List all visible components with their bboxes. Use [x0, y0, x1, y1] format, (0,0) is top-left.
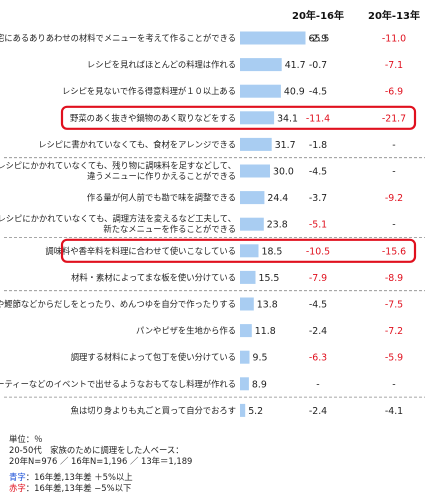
diff-20-13: -7.5 [385, 300, 403, 311]
bar [240, 377, 249, 391]
footer-notes: 単位：％ 20-50代 家族のために調理をした人ベース： 20年N=976 ／ … [9, 434, 192, 494]
diff-20-13: -5.9 [385, 353, 403, 364]
bar [240, 137, 272, 151]
bar [240, 84, 281, 98]
sample-size-note: 20年N=976 ／ 16年N=1,196 ／ 13年＝1,189 [9, 456, 193, 467]
legend-red-text: ：16年差,13年差 −5%以下 [25, 482, 132, 493]
diff-20-16: -4.5 [309, 300, 327, 311]
row-label: 調理する材料によって包丁を使い分けている [71, 352, 236, 362]
bar [240, 217, 264, 231]
diff-20-16: -4.5 [309, 167, 327, 178]
diff-20-16: -11.4 [306, 113, 330, 124]
bar [240, 403, 246, 417]
row-label: パンやピザを生地から作る [136, 326, 236, 336]
value-label: 65.5 [309, 34, 330, 45]
row-label: レシピにかかれていなくても、残り物に調味料を足すなどして、 [0, 161, 236, 171]
chart-svg: 20年-16年 20年-13年 自宅にあるありあわせの材料でメニューを考えて作る… [0, 9, 425, 417]
row-label: 調味料や香辛料を料理に合わせて使いこなしている [45, 246, 236, 256]
row-label: 野菜のあく抜きや鍋物のあく取りなどをする [70, 113, 236, 123]
diff-20-13: - [392, 220, 395, 231]
row-label: ホームパーティーなどのイベントで出せるようなおもてなし料理が作れる [0, 379, 236, 389]
row-label: 魚は切り身よりも丸ごと買って自分でおろす [71, 405, 236, 415]
value-label: 40.9 [284, 87, 305, 98]
row-label: 違うメニューに作りかえることができる [87, 171, 236, 181]
value-label: 18.5 [262, 246, 283, 257]
value-label: 9.5 [253, 353, 268, 364]
diff-20-16: -5.1 [309, 220, 327, 231]
row-label: レシピを見ればほとんどの料理は作れる [87, 60, 236, 70]
legend-blue-text: ：16年差,13年差 ＋5%以上 [25, 471, 133, 482]
value-label: 41.7 [285, 60, 306, 71]
row-label: 新たなメニューを作ることができる [103, 224, 236, 234]
diff-20-16: -2.4 [309, 326, 327, 337]
diff-20-13: -6.9 [385, 87, 403, 98]
diff-20-13: -15.6 [382, 246, 406, 257]
diff-20-16: -7.9 [309, 273, 327, 284]
legend-blue-key: 青字 [9, 471, 26, 482]
diff-20-13: -7.2 [385, 326, 403, 337]
legend-red-key: 赤字 [9, 482, 26, 493]
bar [240, 111, 275, 125]
bar [240, 191, 265, 205]
bar [240, 244, 259, 258]
bar [240, 270, 256, 284]
unit-note: 単位：％ [9, 434, 43, 444]
bar [240, 350, 250, 364]
column-header-20-13: 20年-13年 [368, 9, 420, 22]
diff-20-13: - [392, 167, 395, 178]
diff-20-13: -4.1 [385, 406, 403, 417]
diff-20-13: -11.0 [382, 34, 406, 45]
diff-20-13: -8.9 [385, 273, 403, 284]
row-label: 材料・素材によってまな板を使い分けている [71, 272, 236, 282]
bar [240, 324, 252, 338]
diff-20-16: -1.8 [309, 140, 327, 151]
diff-20-13: -21.7 [382, 113, 406, 124]
value-label: 24.4 [267, 193, 288, 204]
value-label: 5.2 [248, 406, 263, 417]
row-label: 自宅にあるありあわせの材料でメニューを考えて作ることができる [0, 33, 236, 43]
diff-20-16: -2.4 [309, 406, 327, 417]
bar [240, 31, 306, 45]
value-label: 15.5 [259, 273, 280, 284]
bar [240, 164, 270, 178]
value-label: 31.7 [275, 140, 296, 151]
value-label: 8.9 [252, 379, 267, 390]
row-label: レシピを見ないで作る得意料理が１０以上ある [62, 86, 236, 96]
highlight-box [60, 238, 417, 263]
diff-20-16: -10.5 [306, 246, 330, 257]
highlight-box [60, 105, 417, 130]
diff-20-16: -6.3 [309, 353, 327, 364]
value-label: 13.8 [257, 300, 278, 311]
diff-20-16: -0.7 [309, 60, 327, 71]
diff-20-16: - [316, 379, 319, 390]
value-label: 11.8 [255, 326, 276, 337]
legend-blue: 青字：16年差,13年差 ＋5%以上 [9, 472, 192, 483]
value-label: 34.1 [277, 113, 298, 124]
row-label: レシピに書かれていなくても、食材をアレンジできる [38, 139, 236, 149]
bar [240, 297, 254, 311]
row-label: レシピにかかれていなくても、調理方法を変えるなど工夫して、 [0, 214, 236, 224]
diff-20-16: -4.5 [309, 87, 327, 98]
row-label: 作る量が何人前でも勘で味を調整できる [87, 193, 236, 203]
diff-20-13: - [392, 379, 395, 390]
chart-rows: 自宅にあるありあわせの材料でメニューを考えて作ることができる 65.5-2.9 -1… [0, 31, 425, 417]
diff-20-13: -7.1 [385, 60, 403, 71]
diff-20-16: -2.9 [309, 34, 327, 45]
value-label: 23.8 [267, 220, 288, 231]
column-header-20-16: 20年-16年 [292, 9, 344, 22]
row-label: 煮干や鰹節などからだしをとったり、めんつゆを自分で作ったりする [0, 299, 236, 309]
base-note: 20-50代 家族のために調理をした人ベース： [9, 445, 184, 456]
diff-20-16: -3.7 [309, 193, 327, 204]
bar [240, 58, 282, 72]
value-label: 30.0 [273, 167, 294, 178]
diff-20-13: -9.2 [385, 193, 403, 204]
diff-20-13: - [392, 140, 395, 151]
legend-red: 赤字：16年差,13年差 −5%以下 [9, 483, 192, 494]
